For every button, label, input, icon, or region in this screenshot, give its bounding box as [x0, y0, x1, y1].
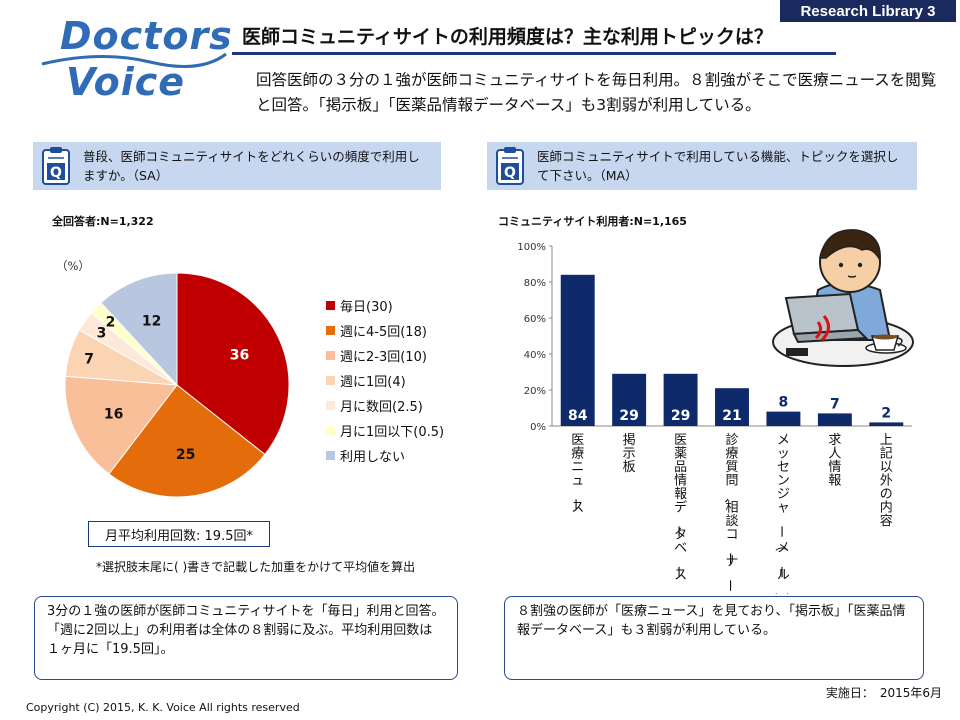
pie-slice [100, 272, 178, 387]
logo-line2: Voice [66, 60, 186, 104]
x-category-label: 上記以外の内容 [880, 433, 893, 529]
pie-slice-label: 12 [142, 313, 161, 329]
legend-label: 月に数回(2.5) [340, 400, 423, 415]
left-question-text: 普段、医師コミュニティサイトをどれくらいの頻度で利用しますか。（SA） [83, 149, 420, 183]
legend-swatch [326, 426, 335, 435]
page-title: 医師コミュニティサイトの利用頻度は？主な利用トピックは？ [242, 26, 773, 48]
legend-item: 週に4-5回(18) [326, 318, 444, 343]
right-sample-size: コミュニティサイト利用者:N=1,165 [498, 215, 687, 228]
legend-item: 利用しない [326, 443, 444, 468]
bar [766, 411, 801, 426]
y-tick-label: 60% [524, 314, 546, 325]
left-question-box: Q 普段、医師コミュニティサイトをどれくらいの頻度で利用しますか。（SA） [33, 142, 441, 190]
left-sample-size: 全回答者:N=1,322 [52, 215, 154, 228]
legend-swatch [326, 301, 335, 310]
svg-text:Q: Q [504, 165, 516, 181]
monthly-average-box: 月平均利用回数: 19.5回* [88, 521, 270, 547]
y-tick-label: 80% [524, 278, 546, 289]
doctor-with-laptop-illustration [772, 229, 914, 367]
left-comment-box: 3分の１強の医師が医師コミュニティサイトを「毎日」利用と回答。「週に2回以上」の… [34, 596, 458, 680]
doctors-voice-logo: Doctors Voice [40, 10, 233, 110]
bar [560, 274, 595, 426]
bar [612, 373, 647, 426]
title-underline [232, 52, 836, 55]
pie-slice [176, 272, 290, 456]
pie-slice-label: 7 [84, 351, 94, 367]
research-library-badge: Research Library 3 [780, 0, 956, 22]
legend-label: 週に1回(4) [340, 375, 406, 390]
bar-value-label: 84 [568, 408, 588, 424]
legend-item: 月に1回以下(0.5) [326, 418, 444, 443]
logo-line1: Doctors [60, 14, 233, 58]
survey-date: 実施日： 2015年6月 [825, 686, 942, 700]
legend-item: 毎日(30) [326, 293, 444, 318]
clipboard-q-icon: Q [496, 147, 524, 185]
bar [663, 373, 698, 426]
legend-swatch [326, 376, 335, 385]
legend-swatch [326, 326, 335, 335]
x-category-label: 掲示板 [623, 432, 636, 475]
legend-item: 月に数回(2.5) [326, 393, 444, 418]
pie-slice-label: 36 [230, 348, 249, 364]
x-category-label: 医療ニュース [567, 433, 584, 516]
y-tick-label: 40% [524, 350, 546, 361]
right-comment-box: ８割強の医師が「医療ニュース」を見ており、「掲示板」「医薬品情報データベース」も… [504, 596, 924, 680]
footnote: *選択肢末尾に( )書きで記載した加重をかけて平均値を算出 [96, 560, 416, 574]
clipboard-q-icon: Q [42, 147, 70, 185]
right-question-text: 医師コミュニティサイトで利用している機能、トピックを選択して下さい。（MA） [537, 149, 899, 183]
legend-item: 週に1回(4) [326, 368, 444, 393]
legend-swatch [326, 351, 335, 360]
legend-swatch [326, 451, 335, 460]
legend-label: 週に2-3回(10) [340, 350, 427, 365]
x-category-label: 診療質問、相談コーナー [721, 432, 738, 592]
x-category-label: メッセンジャー（メール） [773, 433, 790, 594]
pie-slice-label: 16 [104, 406, 123, 422]
bar-chart: 0% 20% 40% 60% 80% 100% 84 医療ニュース 29 掲示板 29 医薬品情報デー… [517, 242, 912, 594]
pie-slice-label: 25 [176, 447, 195, 463]
bar-value-label: 29 [671, 408, 690, 424]
bar-value-label: 7 [830, 396, 840, 412]
svg-text:Q: Q [50, 165, 62, 181]
x-category-label: 医薬品情報データベース [670, 433, 687, 583]
bar [715, 388, 749, 426]
legend-label: 月に1回以下(0.5) [340, 425, 445, 440]
legend-label: 毎日(30) [340, 300, 393, 315]
pie-chart: 36 25 16 732 12 [64, 272, 290, 498]
bar [817, 413, 852, 426]
bar [869, 422, 904, 426]
pie-slice [108, 384, 266, 498]
bar-value-label: 2 [881, 405, 891, 421]
pie-legend: 毎日(30) 週に4-5回(18) 週に2-3回(10) 週に1回(4) 月に数回(2.… [326, 293, 444, 468]
copyright: Copyright (C) 2015, K. K. Voice All righ… [26, 701, 300, 714]
pie-slice-label: 2 [106, 315, 116, 331]
y-tick-label: 20% [524, 386, 546, 397]
legend-item: 週に2-3回(10) [326, 343, 444, 368]
legend-label: 利用しない [340, 450, 406, 465]
pie-unit-label: （%） [56, 259, 90, 273]
pie-slice [64, 375, 178, 475]
summary-text: 回答医師の３分の１強が医師コミュニティサイトを毎日利用。８割強がそこで医療ニュー… [256, 71, 937, 114]
legend-swatch [326, 401, 335, 410]
pie-slice-label: 3 [97, 326, 107, 342]
right-question-box: Q 医師コミュニティサイトで利用している機能、トピックを選択して下さい。（MA） [487, 142, 917, 190]
bar-value-label: 8 [779, 395, 789, 411]
bar-value-label: 29 [619, 408, 638, 424]
y-tick-label: 0% [530, 422, 546, 433]
y-tick-label: 100% [517, 242, 546, 253]
x-category-label: 求人情報 [828, 433, 841, 489]
logo-swoosh-icon [41, 52, 227, 68]
bar-value-label: 21 [722, 408, 741, 424]
legend-label: 週に4-5回(18) [340, 325, 427, 340]
